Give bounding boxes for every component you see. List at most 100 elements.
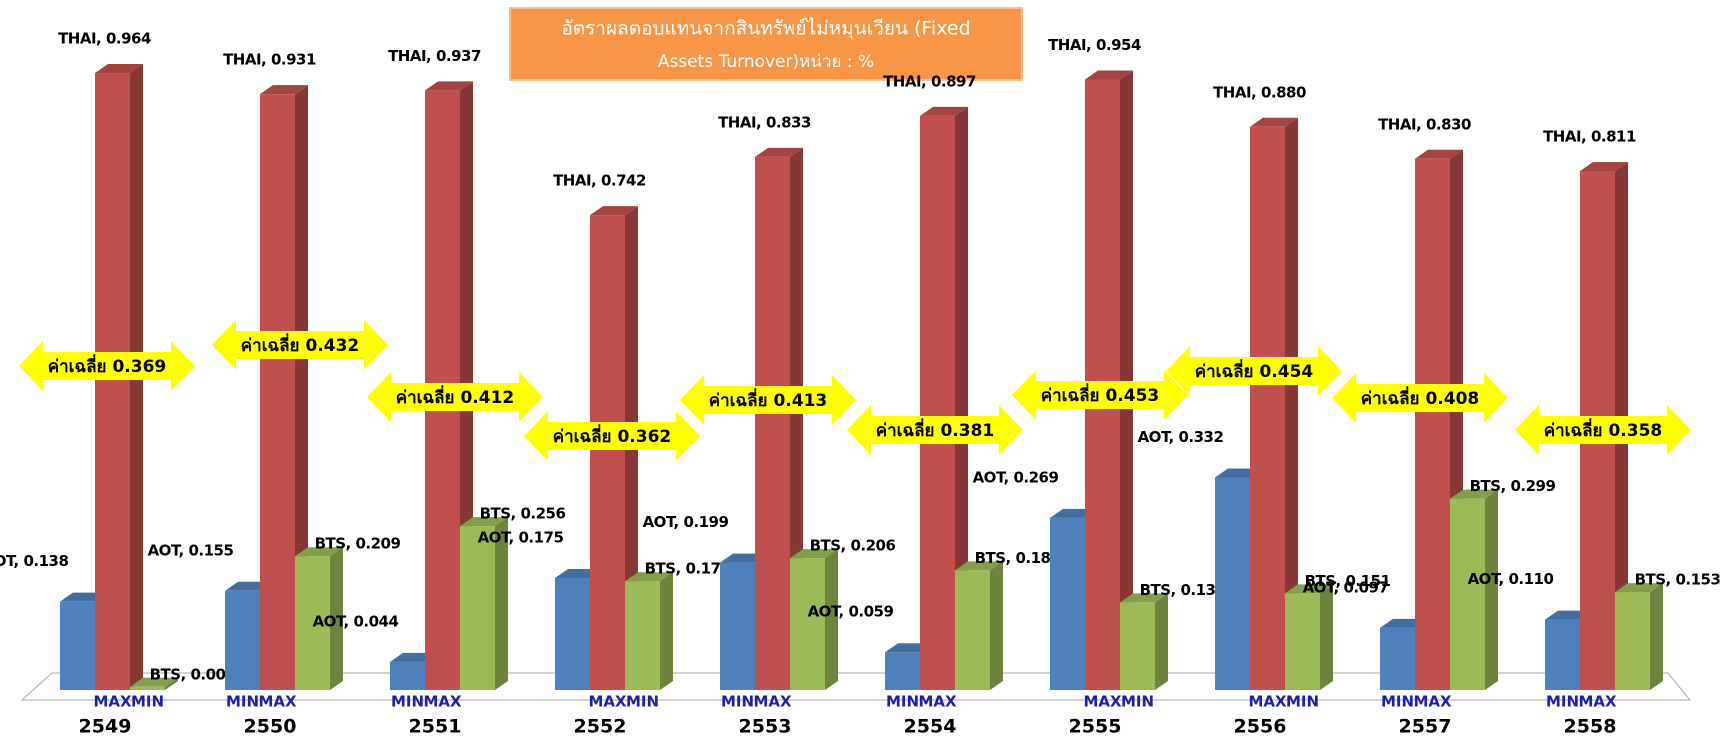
bar-top <box>1615 583 1663 593</box>
bar-side <box>1120 70 1133 690</box>
bar-side <box>1320 584 1333 690</box>
average-label: ค่าเฉลี่ย 0.362 <box>553 424 671 447</box>
data-label: BTS, 0.206 <box>810 537 896 555</box>
average-label: ค่าเฉลี่ย 0.432 <box>241 333 359 356</box>
bar-side <box>1285 117 1298 691</box>
average-label: ค่าเฉลี่ย 0.454 <box>1195 359 1314 382</box>
bar <box>590 215 625 690</box>
bar-top <box>1085 70 1133 80</box>
average-arrow <box>847 405 1023 455</box>
bar-top <box>1285 584 1333 594</box>
data-label: AOT, 0.199 <box>643 513 729 531</box>
extreme-label: MIN <box>1546 693 1579 711</box>
average-label-text: ค่าเฉลี่ย <box>1195 359 1254 382</box>
average-arrow <box>1515 405 1691 455</box>
chart-title: อัตราผลตอบแทนจากสินทรัพย์ไม่หมุนเวียน (F… <box>561 18 970 41</box>
extreme-label: MAX <box>258 693 297 711</box>
average-value: 0.454 <box>1259 362 1313 382</box>
average-label-text: ค่าเฉลี่ย <box>1041 383 1100 406</box>
bar <box>555 578 590 690</box>
bar-top <box>1415 149 1463 159</box>
bar-side <box>660 572 673 690</box>
extreme-label: MAX <box>1083 693 1122 711</box>
data-label: AOT, 0.097 <box>1303 578 1389 596</box>
average-arrow <box>524 411 700 461</box>
data-label: THAI, 0.833 <box>718 113 811 131</box>
bar <box>1545 619 1580 690</box>
bar <box>720 562 755 690</box>
average-value: 0.358 <box>1608 421 1662 441</box>
bar-side <box>990 561 1003 690</box>
extreme-label: MIN <box>721 693 754 711</box>
bar-top <box>460 517 508 527</box>
bar-side <box>1485 489 1498 690</box>
data-label: BTS, 0.170 <box>645 560 731 578</box>
title-box <box>509 7 1023 81</box>
extreme-label: MIN <box>131 693 164 711</box>
data-label: THAI, 0.811 <box>1543 127 1636 145</box>
bar <box>955 570 990 690</box>
data-label: AOT, 0.044 <box>313 612 399 630</box>
bar <box>130 686 165 690</box>
bar <box>1380 627 1415 690</box>
average-value: 0.362 <box>617 427 671 447</box>
average-value: 0.453 <box>1105 386 1159 406</box>
bar-side <box>955 106 968 691</box>
bar <box>1285 593 1320 690</box>
extreme-label: MIN <box>1286 693 1319 711</box>
data-label: AOT, 0.155 <box>148 541 234 559</box>
average-label: ค่าเฉลี่ย 0.381 <box>876 418 994 441</box>
extreme-label: MIN <box>886 693 919 711</box>
bar-top <box>1450 489 1498 499</box>
data-label: BTS, 0.137 <box>1140 581 1226 599</box>
extreme-label: MIN <box>1121 693 1154 711</box>
bar-side <box>1650 583 1663 690</box>
average-arrow <box>1012 370 1188 420</box>
data-label: BTS, 0.299 <box>1470 477 1556 495</box>
average-label-text: ค่าเฉลี่ย <box>1544 418 1603 441</box>
bar-top <box>295 547 343 557</box>
average-value: 0.369 <box>112 357 166 377</box>
bar <box>1615 592 1650 690</box>
average-label-text: ค่าเฉลี่ย <box>709 388 768 411</box>
x-tick-label: 2551 <box>409 716 462 738</box>
data-label: AOT, 0.138 <box>0 552 68 570</box>
x-tick-label: 2555 <box>1069 716 1122 738</box>
x-tick-label: 2554 <box>904 716 957 738</box>
average-value: 0.413 <box>773 391 827 411</box>
data-label: BTS, 0.153 <box>1635 571 1721 589</box>
data-label: THAI, 0.954 <box>1048 36 1141 54</box>
bar-side <box>330 547 343 690</box>
bar-top <box>625 572 673 582</box>
bar <box>295 556 330 690</box>
chart-title: Assets Turnover)หน่วย : % <box>658 52 874 72</box>
bar-top <box>955 561 1003 571</box>
extreme-label: MAX <box>1248 693 1287 711</box>
bar <box>1450 498 1485 690</box>
average-label: ค่าเฉลี่ย 0.412 <box>396 385 514 408</box>
bar <box>390 661 425 690</box>
bar-side <box>825 549 838 690</box>
extreme-label: MIN <box>626 693 659 711</box>
extreme-label: MIN <box>1381 693 1414 711</box>
bar <box>920 115 955 691</box>
average-label-text: ค่าเฉลี่ย <box>396 385 455 408</box>
data-label: BTS, 0.187 <box>975 549 1061 567</box>
data-label: BTS, 0.151 <box>1305 572 1391 590</box>
average-label: ค่าเฉลี่ย 0.413 <box>709 388 827 411</box>
bar-top <box>920 106 968 116</box>
bar <box>625 581 660 690</box>
average-label: ค่าเฉลี่ย 0.453 <box>1041 383 1159 406</box>
average-value: 0.381 <box>940 421 994 441</box>
bar-side <box>295 85 308 690</box>
data-label: AOT, 0.269 <box>973 468 1059 486</box>
x-tick-label: 2557 <box>1399 716 1452 738</box>
data-label: BTS, 0.209 <box>315 535 401 553</box>
extreme-label: MAX <box>1578 693 1617 711</box>
average-arrow <box>1166 346 1342 396</box>
average-value: 0.412 <box>460 388 514 408</box>
bar <box>1215 477 1250 690</box>
bar-top <box>590 206 638 216</box>
bar-top <box>425 81 473 91</box>
data-label: THAI, 0.742 <box>553 172 646 190</box>
